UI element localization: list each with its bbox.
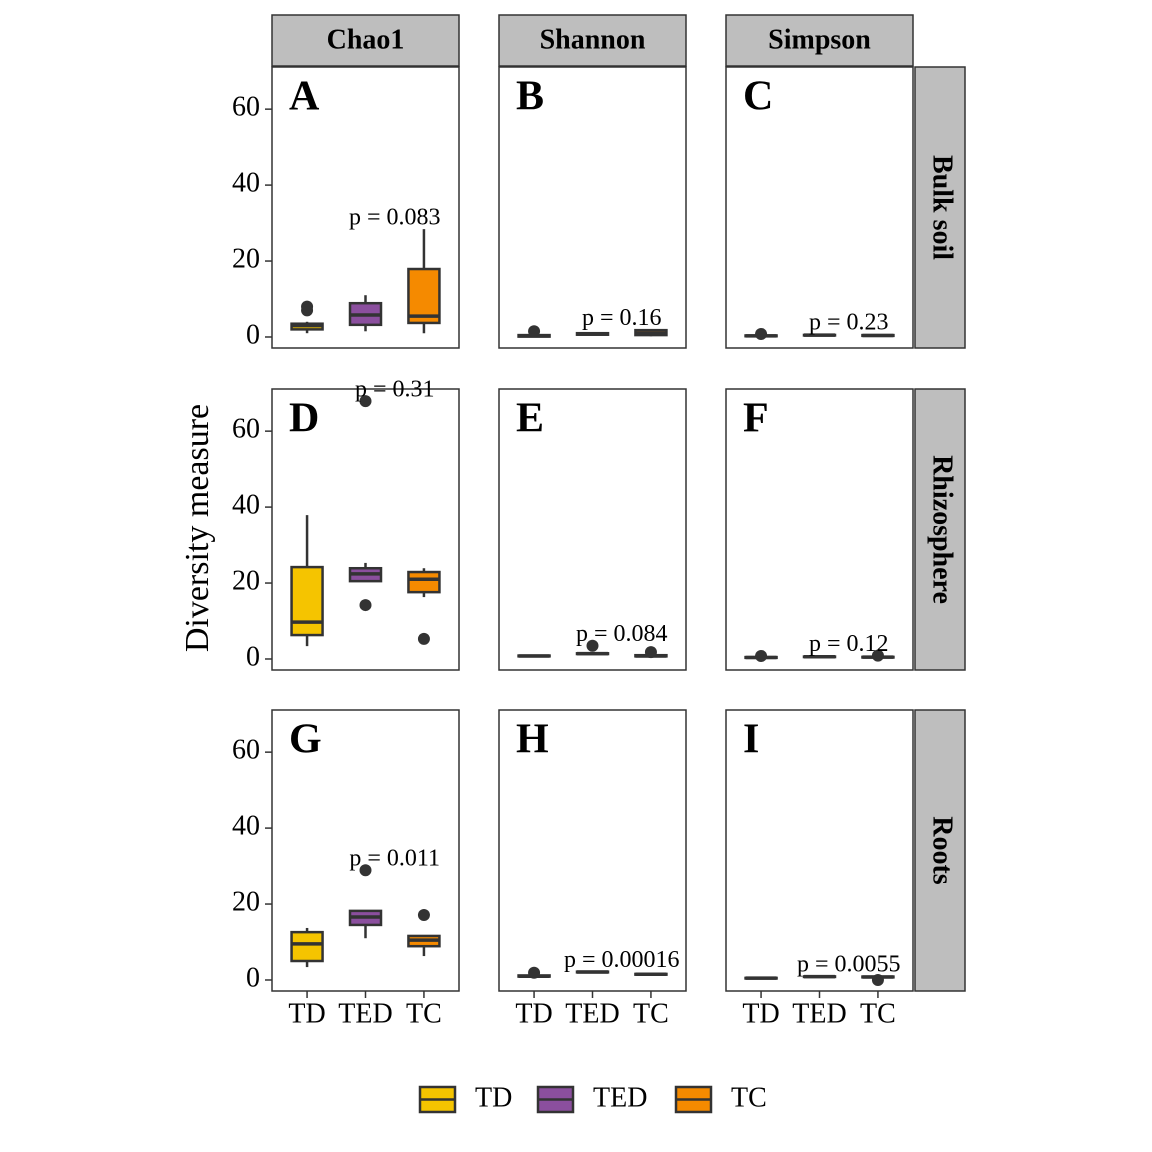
outlier	[871, 649, 884, 662]
panel-tag: I	[743, 717, 759, 763]
y-tick-label: 60	[232, 92, 260, 123]
legend-label: TED	[593, 1082, 647, 1113]
row-strip	[914, 388, 966, 671]
y-tick-label: 60	[232, 414, 260, 445]
column-strip-label: Simpson	[768, 24, 871, 55]
y-tick-label: 60	[232, 735, 260, 766]
panel-background	[498, 709, 687, 992]
y-tick-label: 40	[232, 811, 260, 842]
row-strip	[914, 709, 966, 992]
p-value-label: p = 0.12	[809, 631, 889, 657]
outlier	[586, 639, 599, 652]
y-tick-label: 40	[232, 168, 260, 199]
legend-label: TD	[475, 1082, 512, 1113]
p-value-label: p = 0.083	[349, 205, 441, 231]
outlier	[301, 300, 314, 313]
y-axis-label: Diversity measure	[179, 404, 216, 652]
panel-background	[498, 66, 687, 349]
panel-background	[725, 66, 914, 349]
p-value-label: p = 0.31	[355, 377, 435, 403]
x-tick-label: TED	[565, 998, 619, 1029]
y-tick-label: 20	[232, 886, 260, 917]
y-tick-label: 0	[246, 962, 260, 993]
panel-tag: B	[516, 74, 544, 120]
outlier	[528, 325, 541, 338]
x-tick-label: TD	[742, 998, 779, 1029]
panel-tag: C	[743, 74, 773, 120]
x-tick-label: TC	[633, 998, 669, 1029]
p-value-label: p = 0.011	[349, 846, 440, 872]
panel-tag: F	[743, 396, 769, 442]
legend-label: TC	[731, 1082, 767, 1113]
p-value-label: p = 0.00016	[564, 947, 680, 973]
outlier	[359, 395, 372, 408]
box	[290, 930, 324, 963]
p-value-label: p = 0.084	[576, 621, 668, 647]
outlier	[528, 966, 541, 979]
panel-tag: A	[289, 74, 320, 120]
outlier	[359, 599, 372, 612]
panel-tag: D	[289, 396, 319, 442]
x-tick-label: TED	[792, 998, 846, 1029]
column-strip	[725, 14, 914, 67]
y-tick-label: 0	[246, 641, 260, 672]
row-strip-label: Roots	[927, 816, 958, 885]
outlier	[417, 909, 430, 922]
p-value-label: p = 0.23	[809, 309, 889, 335]
x-tick-label: TD	[288, 998, 325, 1029]
box	[407, 267, 441, 325]
panel-background	[725, 709, 914, 992]
panel-background	[725, 388, 914, 671]
column-strip-label: Shannon	[540, 24, 646, 55]
x-tick-label: TED	[338, 998, 392, 1029]
y-tick-label: 40	[232, 490, 260, 521]
column-strip-label: Chao1	[327, 24, 405, 55]
x-tick-label: TD	[515, 998, 552, 1029]
row-strip-label: Bulk soil	[927, 155, 958, 260]
column-strip	[498, 14, 687, 67]
outlier	[359, 864, 372, 877]
p-value-label: p = 0.0055	[797, 952, 901, 978]
outlier	[644, 646, 657, 659]
outlier	[417, 632, 430, 645]
panel-tag: G	[289, 717, 322, 763]
box	[407, 570, 441, 594]
outlier	[755, 649, 768, 662]
x-tick-label: TC	[406, 998, 442, 1029]
row-strip-label: Rhizosphere	[927, 455, 958, 604]
y-tick-label: 20	[232, 243, 260, 274]
panel-background	[498, 388, 687, 671]
outlier	[755, 327, 768, 340]
panel-tag: E	[516, 396, 544, 442]
y-tick-label: 20	[232, 565, 260, 596]
row-strip	[914, 66, 966, 349]
panel-tag: H	[516, 717, 549, 763]
y-tick-label: 0	[246, 319, 260, 350]
column-strip	[271, 14, 460, 67]
box	[290, 565, 324, 637]
p-value-label: p = 0.16	[582, 305, 662, 331]
x-tick-label: TC	[860, 998, 896, 1029]
outlier	[871, 973, 884, 986]
